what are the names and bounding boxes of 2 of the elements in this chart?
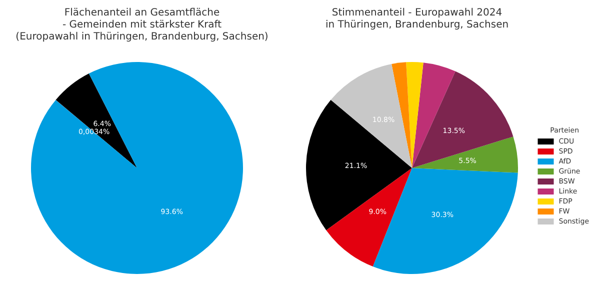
chart-title: Flächenanteil an Gesamtfläche - Gemeinden mit stärkster Kraft (Europawahl in Thüringen, Brandenburg, Sachsen)	[16, 8, 268, 42]
chart-title: Stimmenanteil - Europawahl 2024 in Thüringen, Brandenburg, Sachsen	[325, 8, 509, 30]
